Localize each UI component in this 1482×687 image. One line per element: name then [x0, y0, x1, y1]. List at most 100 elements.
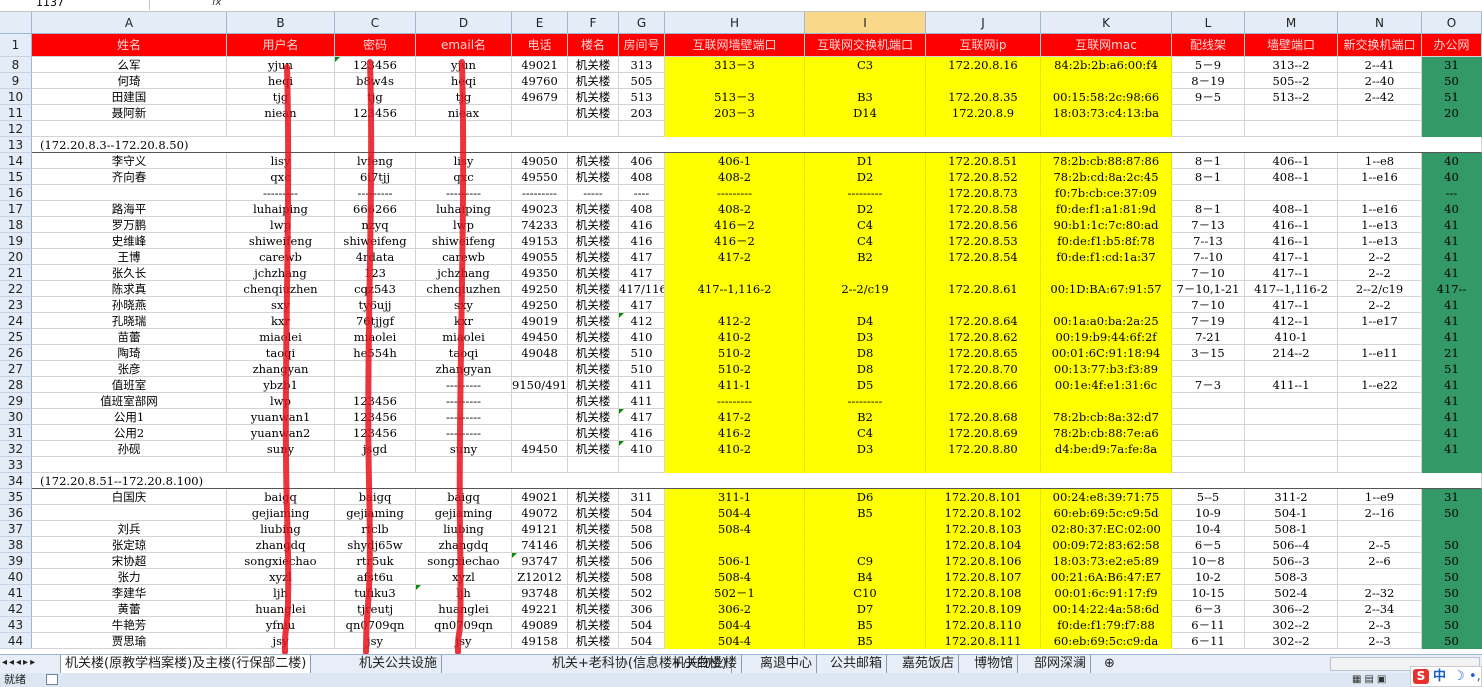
table-cell[interactable]: 417: [619, 249, 665, 265]
table-cell[interactable]: 机关楼: [568, 617, 619, 633]
table-cell[interactable]: 公用2: [32, 425, 227, 441]
table-cell[interactable]: 7-21: [1172, 329, 1245, 345]
table-cell[interactable]: 510: [619, 345, 665, 361]
table-cell[interactable]: 411: [619, 377, 665, 393]
table-cell[interactable]: 510: [619, 361, 665, 377]
table-cell[interactable]: 机关楼: [568, 201, 619, 217]
row-header[interactable]: 22: [0, 281, 32, 297]
table-cell[interactable]: ---------: [512, 185, 568, 201]
table-cell[interactable]: 00:24:e8:39:71:75: [1041, 489, 1172, 505]
table-cell[interactable]: 408-2: [665, 169, 805, 185]
table-cell[interactable]: 49679: [512, 89, 568, 105]
row-header[interactable]: 38: [0, 537, 32, 553]
table-cell[interactable]: baigq: [227, 489, 335, 505]
row-header[interactable]: 28: [0, 377, 32, 393]
table-cell[interactable]: 313: [619, 57, 665, 73]
table-cell[interactable]: ---------: [416, 377, 512, 393]
table-cell[interactable]: 10-4: [1172, 521, 1245, 537]
table-cell[interactable]: 00:09:72:83:62:58: [1041, 537, 1172, 553]
table-cell[interactable]: sxy: [227, 297, 335, 313]
table-cell[interactable]: B2: [805, 249, 926, 265]
table-cell[interactable]: nzyq: [335, 217, 416, 233]
row-header[interactable]: 1: [0, 34, 32, 57]
table-cell[interactable]: 49050: [512, 153, 568, 169]
punctuation-icon[interactable]: •,: [1469, 669, 1481, 684]
table-cell[interactable]: 93748: [512, 585, 568, 601]
table-cell[interactable]: [1041, 121, 1172, 137]
table-cell[interactable]: 508-4: [665, 521, 805, 537]
table-cell[interactable]: 76tjjgf: [335, 313, 416, 329]
table-cell[interactable]: 416: [619, 425, 665, 441]
table-cell[interactable]: [416, 457, 512, 473]
table-cell[interactable]: lwp: [227, 393, 335, 409]
table-cell[interactable]: 1--e8: [1338, 153, 1422, 169]
table-cell[interactable]: 20: [1422, 105, 1482, 121]
table-cell[interactable]: 4rdata: [335, 249, 416, 265]
row-header[interactable]: 21: [0, 265, 32, 281]
table-cell[interactable]: 172.20.8.80: [926, 441, 1041, 457]
table-cell[interactable]: 510-2: [665, 361, 805, 377]
column-header-h[interactable]: H: [665, 12, 805, 34]
table-cell[interactable]: 416－2: [665, 233, 805, 249]
table-cell[interactable]: 311-2: [1245, 489, 1338, 505]
row-header[interactable]: 44: [0, 633, 32, 649]
table-cell[interactable]: jsgd: [335, 441, 416, 457]
table-cell[interactable]: 412--1: [1245, 313, 1338, 329]
table-cell[interactable]: [926, 457, 1041, 473]
table-cell[interactable]: [32, 185, 227, 201]
table-cell[interactable]: 张力: [32, 569, 227, 585]
table-cell[interactable]: 506--4: [1245, 537, 1338, 553]
table-cell[interactable]: liubing: [227, 521, 335, 537]
table-cell[interactable]: 416: [619, 217, 665, 233]
table-cell[interactable]: 41: [1422, 249, 1482, 265]
table-cell[interactable]: 505--2: [1245, 73, 1338, 89]
table-cell[interactable]: 00:1D:BA:67:91:57: [1041, 281, 1172, 297]
table-cell[interactable]: 60:eb:69:5c:c9:da: [1041, 633, 1172, 649]
table-cell[interactable]: [1338, 105, 1422, 121]
table-cell[interactable]: 机关楼: [568, 361, 619, 377]
table-cell[interactable]: 31: [1422, 57, 1482, 73]
table-cell[interactable]: D6: [805, 489, 926, 505]
table-cell[interactable]: 411-1: [665, 377, 805, 393]
table-cell[interactable]: 416--1: [1245, 217, 1338, 233]
table-cell[interactable]: 406-1: [665, 153, 805, 169]
table-cell[interactable]: 41: [1422, 425, 1482, 441]
table-cell[interactable]: 172.20.8.102: [926, 505, 1041, 521]
table-cell[interactable]: 172.20.8.70: [926, 361, 1041, 377]
table-cell[interactable]: qn0709qn: [335, 617, 416, 633]
table-cell[interactable]: [1338, 185, 1422, 201]
table-cell[interactable]: 502-4: [1245, 585, 1338, 601]
row-header[interactable]: 10: [0, 89, 32, 105]
table-cell[interactable]: [805, 537, 926, 553]
row-header[interactable]: 30: [0, 409, 32, 425]
table-cell[interactable]: 路海平: [32, 201, 227, 217]
table-cell[interactable]: 313--2: [1245, 57, 1338, 73]
table-cell[interactable]: ljh: [416, 585, 512, 601]
table-cell[interactable]: 666266: [335, 201, 416, 217]
table-cell[interactable]: 10－8: [1172, 553, 1245, 569]
table-cell[interactable]: 172.20.8.51: [926, 153, 1041, 169]
table-cell[interactable]: 302--2: [1245, 633, 1338, 649]
table-cell[interactable]: 18:03:73:e2:e5:89: [1041, 553, 1172, 569]
table-cell[interactable]: 123: [335, 265, 416, 281]
table-cell[interactable]: huanglei: [227, 601, 335, 617]
header-cell[interactable]: 互联网墙壁端口: [665, 34, 805, 57]
table-cell[interactable]: [1338, 361, 1422, 377]
table-cell[interactable]: miaolei: [416, 329, 512, 345]
table-cell[interactable]: 508: [619, 569, 665, 585]
table-cell[interactable]: 机关楼: [568, 281, 619, 297]
row-header[interactable]: 15: [0, 169, 32, 185]
table-cell[interactable]: 311-1: [665, 489, 805, 505]
table-cell[interactable]: B4: [805, 569, 926, 585]
table-cell[interactable]: [1338, 569, 1422, 585]
table-cell[interactable]: [1422, 121, 1482, 137]
table-cell[interactable]: 172.20.8.103: [926, 521, 1041, 537]
row-header[interactable]: 31: [0, 425, 32, 441]
table-cell[interactable]: 172.20.8.16: [926, 57, 1041, 73]
table-cell[interactable]: 172.20.8.106: [926, 553, 1041, 569]
section-range-label[interactable]: (172.20.8.3--172.20.8.50): [32, 137, 1482, 153]
table-cell[interactable]: B5: [805, 633, 926, 649]
table-cell[interactable]: C10: [805, 585, 926, 601]
table-cell[interactable]: 齐向春: [32, 169, 227, 185]
table-cell[interactable]: [1338, 121, 1422, 137]
